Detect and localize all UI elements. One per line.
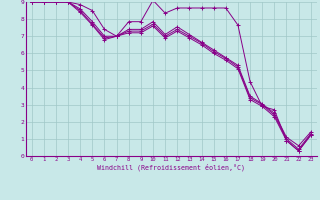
X-axis label: Windchill (Refroidissement éolien,°C): Windchill (Refroidissement éolien,°C): [97, 164, 245, 171]
